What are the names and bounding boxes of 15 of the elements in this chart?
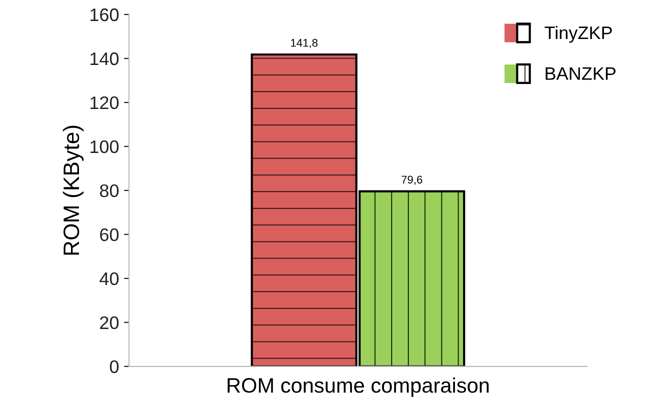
y-tick-label: 20 (100, 316, 119, 330)
y-tick-label: 160 (90, 8, 119, 22)
y-tick-label: 40 (100, 272, 119, 286)
x-tick-label: ROM consume comparaison (228, 378, 489, 397)
y-tick-label: 120 (90, 96, 119, 110)
data-label: 141,8 (291, 38, 318, 48)
data-label: 79,6 (402, 176, 422, 185)
legend-label: BANZKP (546, 67, 616, 80)
y-tick-label: 0 (110, 360, 119, 374)
y-tick-label: 60 (100, 228, 119, 242)
legend-label: TinyZKP (544, 26, 612, 43)
y-axis-title: ROM (KByte) (62, 126, 84, 255)
y-tick-label: 140 (90, 52, 119, 66)
y-tick-label: 100 (90, 140, 119, 154)
y-tick-label: 80 (100, 184, 119, 198)
